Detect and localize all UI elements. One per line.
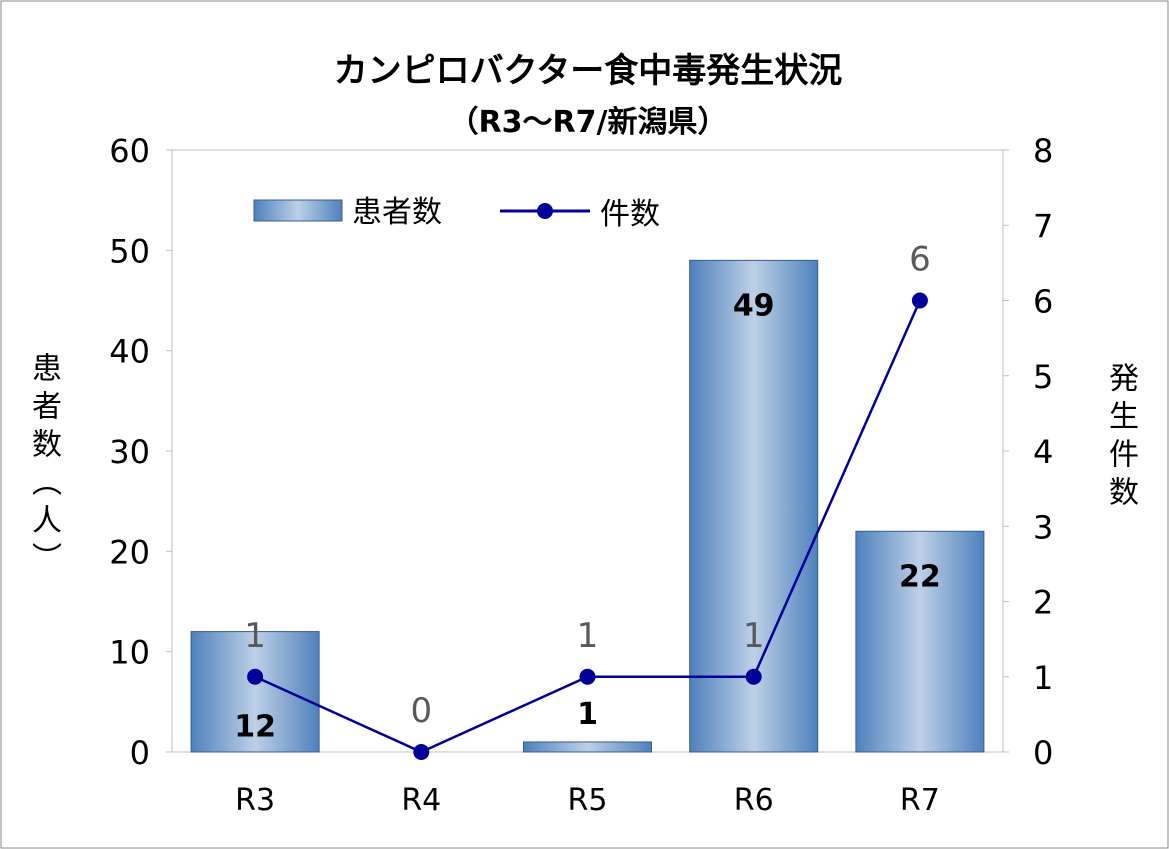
legend-line-label: 件数 <box>600 197 660 232</box>
line-label-R4: 0 <box>410 691 432 731</box>
legend: 患者数 件数 <box>253 195 660 232</box>
line-label-R5: 1 <box>577 616 599 656</box>
x-tick-R5: R5 <box>568 783 608 818</box>
y-axis-right-label: 発生件数 <box>1103 362 1138 514</box>
bar-R3 <box>190 631 320 753</box>
bar-R5 <box>523 741 652 753</box>
y-left-tick-50: 50 <box>109 232 150 270</box>
line-label-R7: 6 <box>909 240 931 280</box>
y-left-tick-30: 30 <box>109 433 150 471</box>
legend-bar-label: 患者数 <box>352 195 442 230</box>
line-point-R4 <box>413 744 430 760</box>
y-left-tick-20: 20 <box>109 533 150 571</box>
y-right-tick-7: 7 <box>1033 207 1053 245</box>
line-label-R3: 1 <box>244 616 266 656</box>
line-point-R7 <box>911 292 928 309</box>
y-right-tick-4: 4 <box>1033 433 1053 471</box>
legend-bar-swatch <box>253 199 343 222</box>
y-axis-left-label: 患者数（人） <box>26 352 61 580</box>
line-point-R6 <box>745 668 762 685</box>
legend-line-marker <box>537 203 553 219</box>
chart-subtitle: （R3～R7/新潟県） <box>449 105 728 140</box>
line-label-R6: 1 <box>743 616 765 656</box>
x-tick-R6: R6 <box>734 783 774 818</box>
bar-R7 <box>855 530 985 753</box>
y-right-tick-6: 6 <box>1033 283 1053 321</box>
bar-label-R7: 22 <box>899 559 941 594</box>
line-point-R5 <box>579 668 596 685</box>
y-right-tick-0: 0 <box>1033 734 1053 772</box>
bar-label-R6: 49 <box>733 288 775 323</box>
x-tick-R3: R3 <box>235 783 275 818</box>
line-point-R3 <box>247 668 264 685</box>
y-right-tick-8: 8 <box>1033 132 1053 170</box>
y-right-tick-1: 1 <box>1033 659 1053 697</box>
y-left-tick-0: 0 <box>130 734 150 772</box>
bar-label-R5: 1 <box>577 697 598 732</box>
x-tick-R4: R4 <box>401 783 441 818</box>
chart-title: カンピロバクター食中毒発生状況 <box>334 51 843 91</box>
y-right-tick-5: 5 <box>1033 358 1053 396</box>
y-left-tick-60: 60 <box>109 132 150 170</box>
x-tick-R7: R7 <box>900 783 940 818</box>
y-right-tick-3: 3 <box>1033 508 1053 546</box>
y-left-tick-10: 10 <box>109 634 150 672</box>
y-right-tick-2: 2 <box>1033 584 1053 622</box>
y-left-tick-40: 40 <box>109 333 150 371</box>
bar-label-R3: 12 <box>234 710 276 745</box>
